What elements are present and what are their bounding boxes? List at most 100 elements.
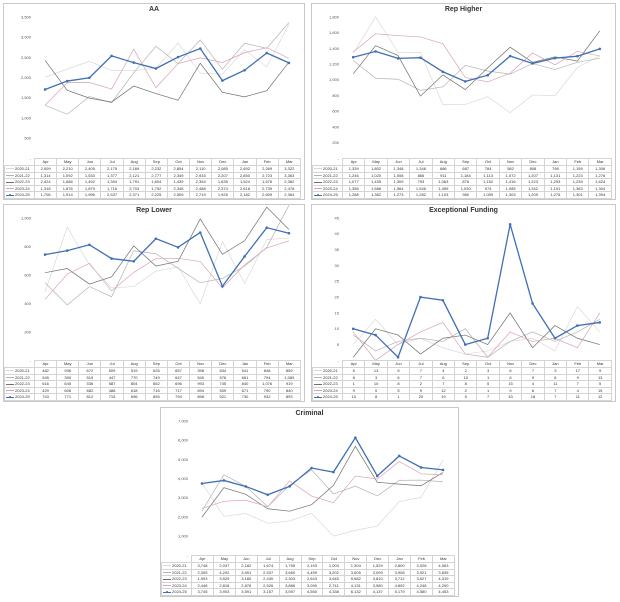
data-label: 1,020 [364,171,388,180]
y-tick-label: 3,500 [21,14,32,19]
data-label: 1 [476,373,500,382]
data-label: 4,131 [344,581,368,590]
series-line-2024-25 [44,47,290,91]
data-label: 3,090 [300,581,324,590]
data-label: 647 [166,373,191,382]
data-label: 587 [100,380,124,388]
legend-swatch [314,370,322,372]
data-label: 4,580 [410,588,433,596]
data-label: 3,745 [191,588,214,596]
y-tick-label: 10 [335,326,340,331]
table-row: 2024-25 10 8 1 20 19 5 7 43 18 7 11 12 [312,393,612,401]
data-label: 6 [543,373,568,382]
data-label: 770 [122,373,146,382]
series-line-2024-25 [353,48,600,83]
x-tick-label: May [364,158,388,166]
data-label: 1,077 [341,178,366,186]
y-tick-label: 200 [24,329,31,334]
data-point [531,62,534,65]
data-label: 2,169 [122,165,146,173]
legend-entry: 2021-22 [4,171,35,180]
data-label: 5 [386,367,411,375]
x-tick-label: Jul [100,360,124,368]
data-label: 6,132 [344,588,368,596]
data-label: 2,537 [256,568,280,577]
data-label: 9 [521,373,545,382]
legend-entry: 2020-21 [4,165,35,173]
data-point [221,79,224,82]
legend-entry: 2020-21 [312,367,343,375]
table-row: 2023-24 429 606 682 488 618 716 717 694 509 671 790… [4,386,301,395]
data-label: 4,200 [431,581,455,590]
data-label: 6 [498,367,523,375]
x-tick-label: Apr [341,158,366,166]
legend-label: 2021-22 [172,569,187,575]
series-line-2021-22 [201,469,444,512]
legend-entry: 2021-22 [312,171,343,180]
data-label: 1,282 [409,191,433,199]
data-point [176,246,180,249]
chart-title: Criminal [295,410,324,417]
data-label: 12 [588,393,612,401]
data-label: 429 [33,386,58,395]
legend-swatch [314,168,322,170]
data-label: 2,371 [122,191,146,199]
data-point [508,223,512,226]
data-label: 2,210 [56,165,80,173]
data-label: 771 [56,393,80,401]
table-row: 2020-21 2,009 2,210 2,405 2,175 2,169 2,232 2,8… [4,165,301,173]
data-label: 1,795 [278,562,302,570]
data-label: 2,085 [211,165,235,173]
legend-label: 2020-21 [15,367,30,373]
data-point [244,485,248,488]
data-label: 993 [189,380,213,388]
data-label: 398 [189,367,213,375]
data-label: 1,030 [454,184,478,193]
data-point [354,436,357,439]
data-label: 9 [341,386,366,395]
x-tick-label: Dec [211,158,235,166]
data-label: 645 [56,380,80,388]
data-label: 2,182 [234,562,258,570]
data-label: 1,362 [364,191,388,199]
data-label: 8 [341,373,366,382]
data-label: 1,092 [56,171,80,180]
rep-higher-chart-panel: Rep Higher - 200 400 600 800 1,000 1,200 1,400 1… [311,3,616,200]
data-point [88,76,91,80]
data-label: 1,239 [566,178,590,186]
legend-entry: 2023-24 [4,184,35,193]
y-tick-label: 1,000 [178,534,189,539]
data-label: 4 [431,367,456,375]
legend-label: 2020-21 [172,562,187,568]
data-point [198,47,202,50]
legend-swatch [6,395,14,399]
data-point [65,249,69,252]
data-label: 1,604 [144,178,168,186]
legend-label: 2022-23 [172,576,187,582]
data-label: 1,301 [566,191,590,199]
series-line-2023-24 [352,33,600,83]
series-line-2023-24 [44,240,290,300]
data-label: 749 [144,373,168,382]
x-tick-label: Aug [122,360,146,368]
data-label: 618 [122,386,146,395]
data-point [351,55,355,59]
data-label: 657 [166,367,191,375]
data-label: 3,180 [234,575,258,583]
data-label: 2,818 [212,581,236,590]
data-label: 2,739 [255,184,279,193]
legend-entry: 2023-24 [312,386,343,395]
table-row: 2021-22 1,314 1,092 1,533 1,377 2,121 2,777 2,3… [4,171,301,180]
table-row: 2024-25 3,745 3,903 3,591 3,157 3,597 4,550 4,3… [161,588,455,596]
legend-label: 2020-21 [323,367,338,373]
data-table: Apr May Jun Jul Aug Sep Oct Nov Dec Jan Feb Mar 2020… [4,360,301,401]
data-label: 834 [211,367,235,375]
table-row: 2024-25 1,706 1,914 1,996 2,537 2,371 2,225 2,5… [4,191,301,199]
x-tick-label: Feb [566,158,590,166]
data-point [419,295,422,299]
data-label: 2,618 [233,184,257,193]
data-label: 1,346 [409,165,433,173]
data-point [351,327,355,331]
data-label: 3,627 [410,575,433,583]
data-label: 9 [588,367,612,375]
